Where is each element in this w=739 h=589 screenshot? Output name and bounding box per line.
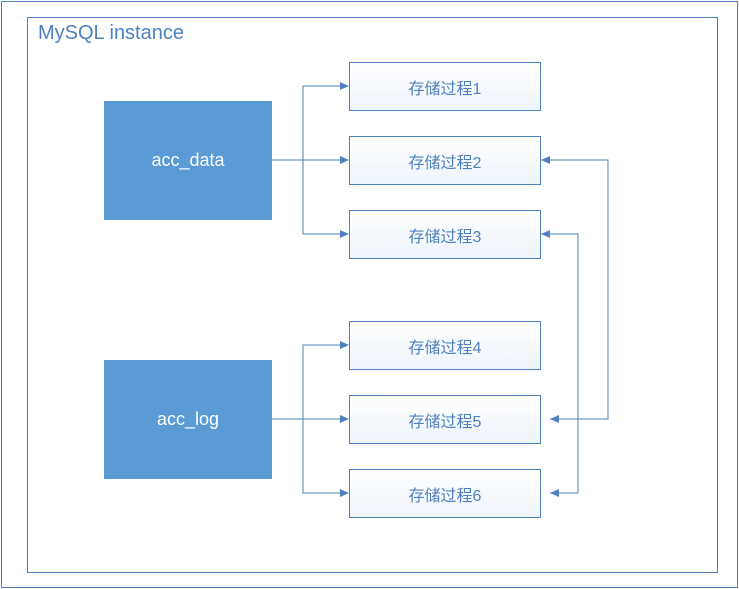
diagram-canvas: MySQL instance acc_data acc_log 存储过程1 存储过程2… — [0, 0, 739, 589]
db-box-label: acc_data — [151, 150, 224, 171]
proc-box-p3: 存储过程3 — [349, 210, 541, 259]
proc-box-p1: 存储过程1 — [349, 62, 541, 111]
proc-box-label: 存储过程3 — [409, 223, 482, 247]
db-box-acc_log: acc_log — [104, 360, 272, 479]
proc-box-label: 存储过程6 — [409, 482, 482, 506]
proc-box-label: 存储过程1 — [409, 75, 482, 99]
proc-box-p5: 存储过程5 — [349, 395, 541, 444]
proc-box-label: 存储过程4 — [409, 334, 482, 358]
proc-box-p2: 存储过程2 — [349, 136, 541, 185]
db-box-acc_data: acc_data — [104, 101, 272, 220]
db-box-label: acc_log — [157, 409, 219, 430]
proc-box-p6: 存储过程6 — [349, 469, 541, 518]
proc-box-label: 存储过程2 — [409, 149, 482, 173]
proc-box-label: 存储过程5 — [409, 408, 482, 432]
proc-box-p4: 存储过程4 — [349, 321, 541, 370]
container-title: MySQL instance — [38, 22, 184, 45]
